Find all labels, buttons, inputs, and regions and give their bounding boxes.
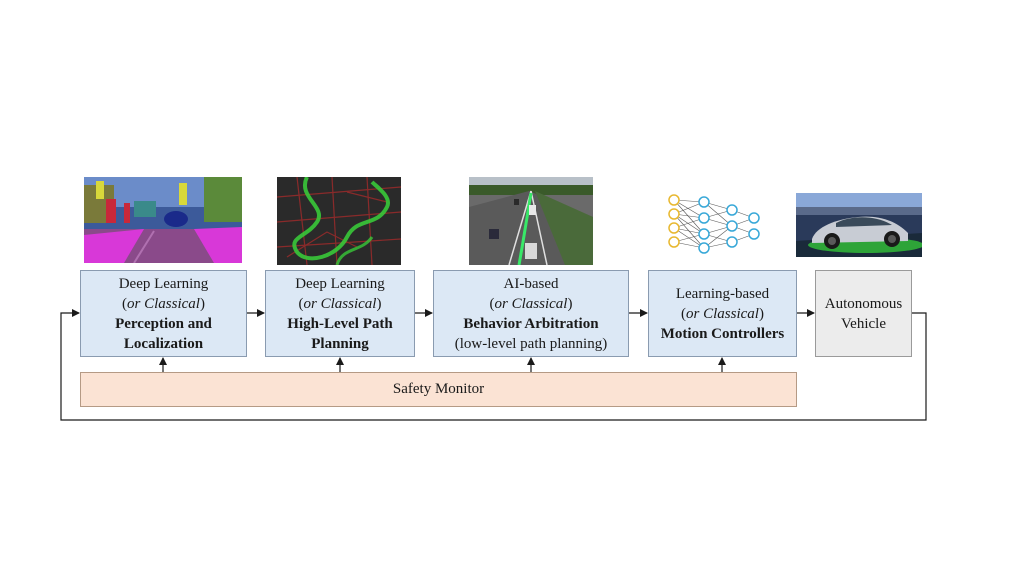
feedback-loop [60, 309, 927, 421]
path-planning-image [277, 177, 401, 265]
block-title-1: Motion Controllers [660, 325, 785, 342]
block-line1: Deep Learning [295, 275, 385, 292]
perception-localization-block: Deep Learning (or Classical) Perception … [80, 270, 247, 357]
safety-monitor-label: Safety Monitor [392, 381, 485, 397]
block-line2: (or Classical) [681, 305, 764, 322]
block-title-1: High-Level Path [287, 315, 393, 332]
highway-image [469, 177, 593, 265]
neural-network-icon [664, 190, 764, 258]
block-line2: Vehicle [841, 315, 886, 332]
segmentation-image [84, 177, 242, 263]
autonomous-car-image [796, 193, 922, 257]
block-title-2: Planning [311, 335, 369, 352]
block-line2: (or Classical) [489, 295, 573, 312]
behavior-arbitration-block: AI-based (or Classical) Behavior Arbitra… [433, 270, 629, 357]
autonomous-vehicle-block: Autonomous Vehicle [815, 270, 912, 357]
block-title-2: Localization [123, 335, 204, 352]
safety-monitor-block: Safety Monitor [80, 372, 797, 407]
block-line2: (or Classical) [122, 295, 205, 312]
block-title-1: Perception and [115, 315, 212, 332]
high-level-path-planning-block: Deep Learning (or Classical) High-Level … [265, 270, 415, 357]
block-title-1: Behavior Arbitration [463, 315, 599, 332]
block-line1: AI-based [503, 275, 559, 292]
block-line4: (low-level path planning) [454, 335, 608, 352]
block-line1: Learning-based [675, 285, 770, 302]
block-line1: Autonomous [824, 295, 903, 312]
block-line2: (or Classical) [298, 295, 382, 312]
block-line1: Deep Learning [118, 275, 209, 292]
motion-controllers-block: Learning-based (or Classical) Motion Con… [648, 270, 797, 357]
